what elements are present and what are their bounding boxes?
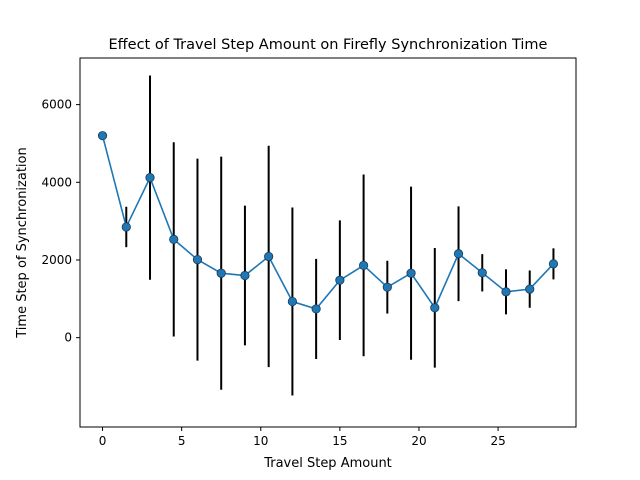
data-point xyxy=(501,287,511,297)
y-axis-label: Time Step of Synchronization xyxy=(15,147,30,338)
y-tick-label: 6000 xyxy=(41,98,72,112)
x-tick-label: 15 xyxy=(332,434,347,448)
data-point xyxy=(525,284,535,294)
x-axis-label: Travel Step Amount xyxy=(263,456,392,471)
y-tick-label: 2000 xyxy=(41,253,72,267)
data-point xyxy=(216,268,226,278)
data-point xyxy=(240,270,250,281)
y-tick-label: 4000 xyxy=(41,175,72,189)
data-point xyxy=(430,303,440,313)
data-point xyxy=(121,222,131,232)
x-axis: 0 5 10 15 20 25 xyxy=(99,427,506,448)
x-tick-label: 10 xyxy=(253,434,268,448)
data-point xyxy=(264,251,274,262)
y-axis: 0 2000 4000 6000 xyxy=(41,98,80,345)
series-line xyxy=(101,135,555,310)
x-tick-label: 20 xyxy=(411,434,426,448)
chart-title: Effect of Travel Step Amount on Firefly … xyxy=(109,37,548,53)
data-point xyxy=(382,282,392,292)
axes-frame xyxy=(79,57,577,428)
data-point xyxy=(97,131,108,141)
data-point xyxy=(548,259,559,269)
data-point xyxy=(287,296,298,307)
data-point xyxy=(192,254,203,265)
plot-area xyxy=(97,75,559,396)
x-tick-label: 0 xyxy=(99,434,107,448)
data-point xyxy=(453,249,464,259)
x-tick-label: 5 xyxy=(178,434,186,448)
y-tick-label: 0 xyxy=(64,331,72,345)
data-point xyxy=(406,268,416,278)
x-tick-label: 25 xyxy=(490,434,505,448)
data-point xyxy=(335,275,345,285)
data-point xyxy=(477,268,487,278)
data-point xyxy=(169,234,179,244)
data-point xyxy=(311,304,321,314)
data-point xyxy=(145,173,155,183)
data-point xyxy=(358,260,369,271)
